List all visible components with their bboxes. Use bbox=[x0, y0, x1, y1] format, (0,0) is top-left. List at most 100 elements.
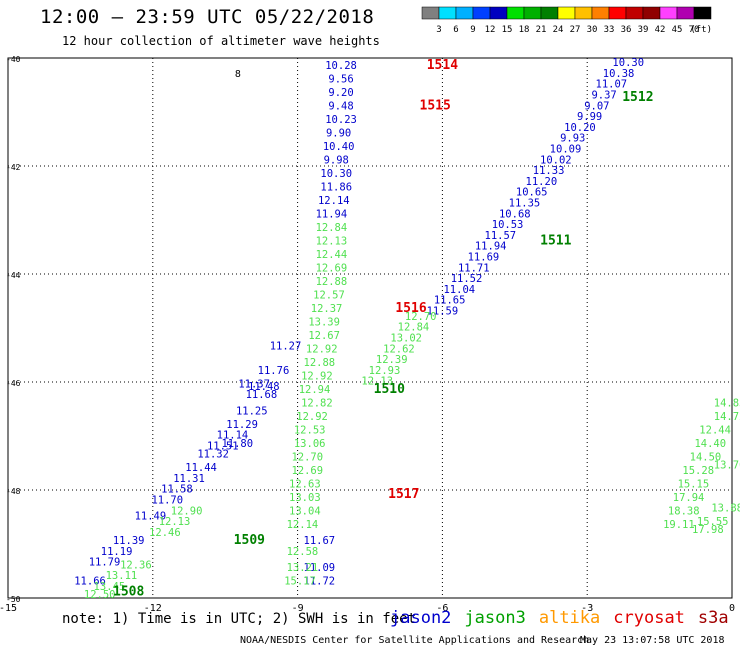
wave-height-point: 15.15 bbox=[678, 478, 710, 490]
wave-height-point: 9.20 bbox=[328, 87, 353, 99]
wave-height-point: 14.83 bbox=[714, 397, 740, 409]
wave-height-point: 11.19 bbox=[101, 546, 133, 558]
wave-height-point: 11.57 bbox=[485, 230, 517, 242]
wave-height-point: 11.86 bbox=[320, 181, 352, 193]
wave-height-point: 12.44 bbox=[316, 249, 348, 261]
wave-height-point: 12.36 bbox=[120, 559, 152, 571]
wave-height-point: 11.14 bbox=[217, 430, 249, 442]
plot-frame bbox=[7, 57, 733, 599]
footer-timestamp: May 23 13:07:58 UTC 2018 bbox=[580, 635, 725, 646]
pass-label: 1511 bbox=[540, 233, 571, 248]
wave-height-point: 12.82 bbox=[301, 397, 333, 409]
colorbar-tick-label: 3 bbox=[436, 25, 441, 35]
y-tick-label: -44 bbox=[6, 271, 21, 280]
wave-height-point: 9.93 bbox=[560, 133, 585, 145]
pass-label: 1516 bbox=[395, 301, 426, 316]
wave-height-point: 11.33 bbox=[533, 165, 565, 177]
wave-height-point: 12.94 bbox=[299, 384, 331, 396]
wave-height-point: 10.40 bbox=[323, 141, 355, 153]
wave-height-point: 13.03 bbox=[289, 492, 321, 504]
wave-height-point: 13.88 bbox=[711, 503, 740, 515]
wave-height-point: 12.14 bbox=[318, 195, 350, 207]
y-tick-label: -50 bbox=[6, 595, 21, 604]
wave-height-point: 17.98 bbox=[692, 524, 724, 536]
wave-height-point: 11.39 bbox=[113, 535, 145, 547]
colorbar-tick-label: 6 bbox=[453, 25, 458, 35]
wave-height-point: 11.67 bbox=[304, 535, 336, 547]
wave-height-point: 11.71 bbox=[458, 262, 490, 274]
wave-height-point: 11.76 bbox=[258, 365, 290, 377]
x-tick-label: -9 bbox=[292, 603, 304, 614]
wave-height-point: 13.21 bbox=[287, 562, 319, 574]
wave-height-point: 10.38 bbox=[603, 68, 635, 80]
legend-item-jason3: jason3 bbox=[464, 608, 526, 628]
wave-height-point: 11.44 bbox=[185, 462, 217, 474]
wave-height-point: 11.25 bbox=[236, 405, 268, 417]
wave-height-point: 15.28 bbox=[682, 465, 714, 477]
wave-height-point: 11.65 bbox=[434, 295, 466, 307]
wave-height-point: 11.29 bbox=[226, 419, 258, 431]
wave-height-point: 11.79 bbox=[89, 557, 121, 569]
wave-height-point: 13.02 bbox=[390, 333, 422, 345]
wave-height-point: 11.94 bbox=[475, 241, 507, 253]
pass-label: 1512 bbox=[622, 90, 653, 105]
wave-height-point: 12.14 bbox=[287, 519, 319, 531]
wave-height-point: 12.93 bbox=[369, 365, 401, 377]
wave-height-point: 11.58 bbox=[161, 484, 193, 496]
colorbar-tick-label: 24 bbox=[553, 25, 564, 35]
wave-height-point: 12.44 bbox=[699, 424, 731, 436]
wave-height-point: 10.68 bbox=[499, 208, 531, 220]
colorbar-tick-label: 27 bbox=[570, 25, 581, 35]
wave-height-point: 9.48 bbox=[328, 100, 353, 112]
pass-label: 1514 bbox=[427, 58, 458, 73]
wave-height-point: 11.04 bbox=[443, 284, 475, 296]
wave-height-point: 14.40 bbox=[694, 438, 726, 450]
pass-label: 1517 bbox=[388, 487, 419, 502]
colorbar-unit: (ft) bbox=[690, 25, 712, 35]
wave-height-point: 18.38 bbox=[668, 505, 700, 517]
colorbar-tick-label: 33 bbox=[604, 25, 615, 35]
y-tick-label: -40 bbox=[6, 55, 21, 64]
wave-height-point: 10.02 bbox=[540, 154, 572, 166]
pass-label: 1508 bbox=[113, 584, 144, 599]
x-tick-label: 0 bbox=[729, 603, 735, 614]
wave-height-point: 12.50 bbox=[84, 589, 116, 601]
wave-height-point: 10.30 bbox=[612, 57, 644, 69]
footer-credit: NOAA/NESDIS Center for Satellite Applica… bbox=[240, 635, 590, 646]
map-marker: 8 bbox=[235, 69, 241, 80]
wave-height-point: 12.13 bbox=[159, 516, 191, 528]
wave-height-point: 12.92 bbox=[301, 370, 333, 382]
wave-height-point: 12.46 bbox=[149, 527, 181, 539]
colorbar-tick-label: 18 bbox=[519, 25, 530, 35]
pass-label: 1515 bbox=[420, 98, 451, 113]
x-tick-label: -12 bbox=[144, 603, 162, 614]
wave-height-point: 12.69 bbox=[316, 262, 348, 274]
wave-height-point: 14.50 bbox=[690, 451, 722, 463]
wave-height-point: 12.13 bbox=[316, 235, 348, 247]
wave-height-point: 11.94 bbox=[316, 208, 348, 220]
wave-height-point: 9.98 bbox=[324, 154, 349, 166]
wave-height-point: 11.51 bbox=[207, 441, 239, 453]
wave-height-point: 11.48 bbox=[248, 381, 280, 393]
wave-height-point: 9.56 bbox=[328, 73, 353, 85]
wave-height-point: 11.72 bbox=[304, 576, 336, 588]
colorbar-swatch bbox=[693, 6, 712, 20]
wave-height-point: 10.65 bbox=[516, 187, 548, 199]
x-tick-label: -15 bbox=[0, 603, 17, 614]
wave-height-point: 9.99 bbox=[577, 111, 602, 123]
wave-height-point: 11.31 bbox=[173, 473, 205, 485]
chart-subtitle: 12 hour collection of altimeter wave hei… bbox=[62, 34, 380, 48]
wave-height-point: 9.07 bbox=[584, 100, 609, 112]
wave-height-point: 10.09 bbox=[550, 144, 582, 156]
wave-height-point: 12.58 bbox=[287, 546, 319, 558]
wave-height-point: 12.69 bbox=[291, 465, 323, 477]
colorbar-tick-label: 70 bbox=[689, 25, 700, 35]
wave-height-point: 11.37 bbox=[238, 378, 270, 390]
wave-height-point: 12.13 bbox=[361, 376, 393, 388]
satellite-legend: jason2 jason3 altika cryosat s3a bbox=[390, 608, 740, 628]
wave-height-point: 12.70 bbox=[405, 311, 437, 323]
colorbar-tick-label: 15 bbox=[502, 25, 513, 35]
wave-height-point: 12.84 bbox=[398, 322, 430, 334]
